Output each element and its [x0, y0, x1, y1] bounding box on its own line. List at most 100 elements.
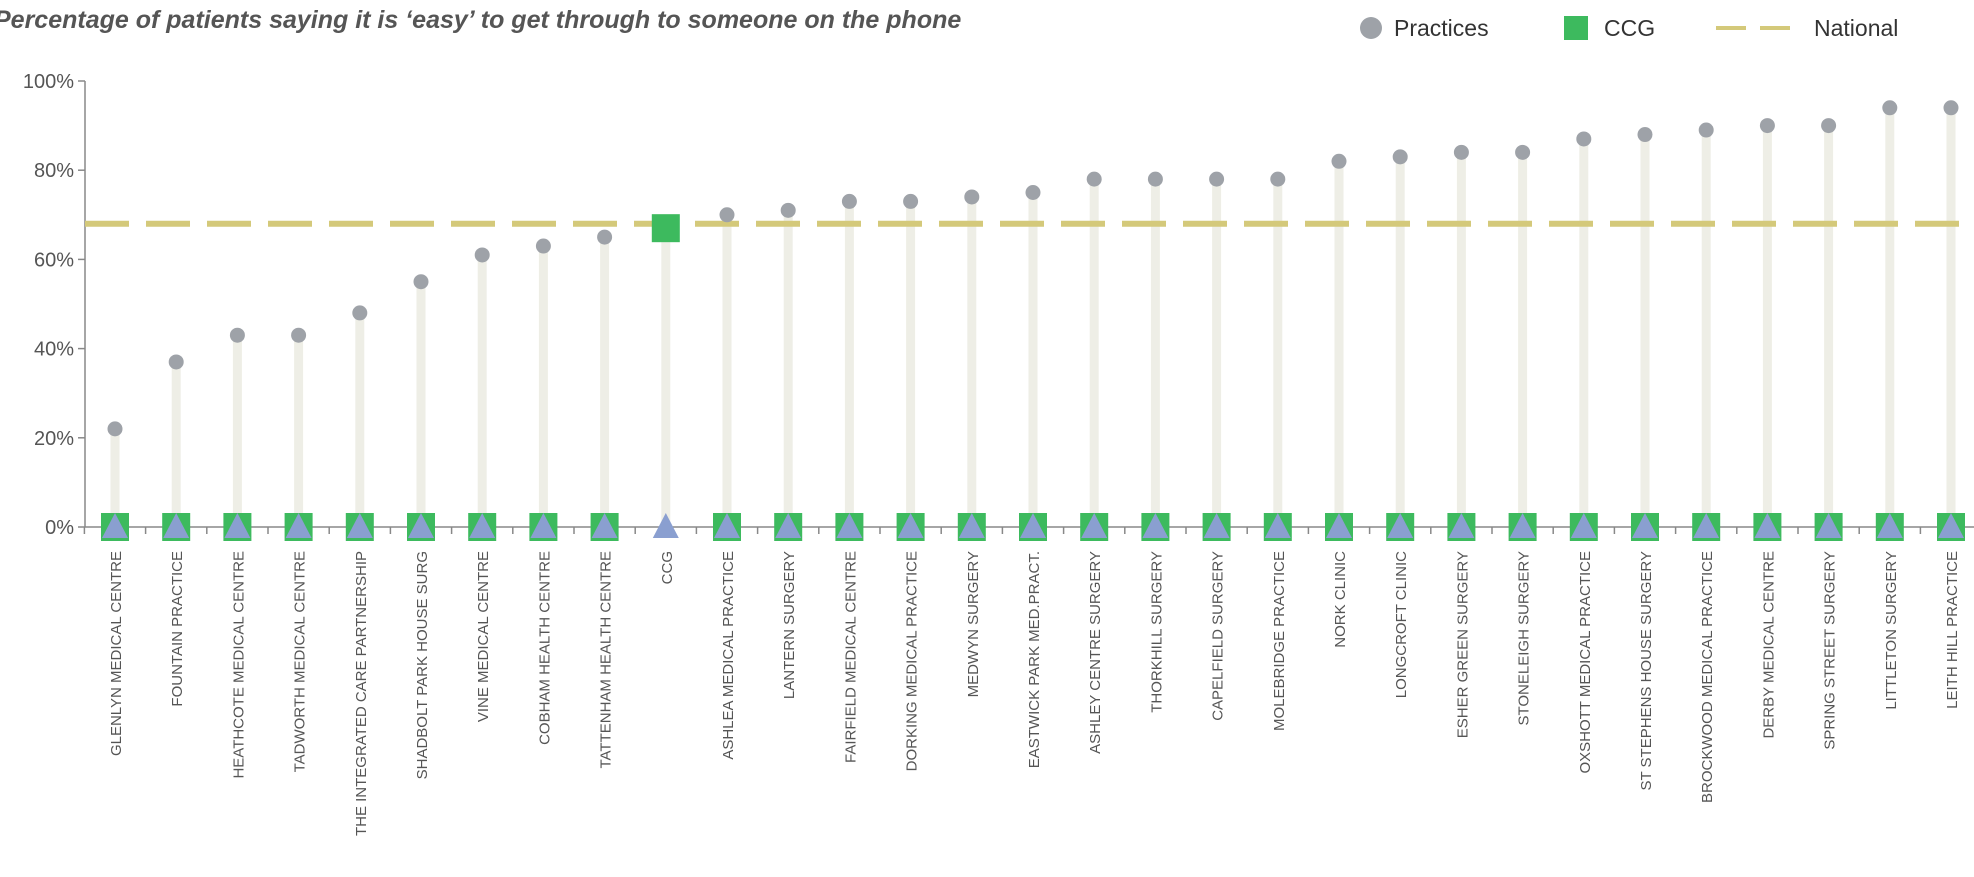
x-category-label: THE INTEGRATED CARE PARTNERSHIP [353, 551, 370, 836]
x-category-label: VINE MEDICAL CENTRE [475, 551, 492, 722]
baseline-triangle-marker [102, 513, 128, 538]
x-category-label: HEATHCOTE MEDICAL CENTRE [230, 551, 247, 779]
practice-point [1270, 171, 1286, 187]
x-category-label: TADWORTH MEDICAL CENTRE [292, 551, 309, 772]
y-tick-label: 40% [34, 339, 74, 361]
x-category-label: DORKING MEDICAL PRACTICE [904, 551, 921, 771]
practice-point [903, 193, 919, 209]
practice-point [780, 202, 796, 218]
x-category-label: ESHER GREEN SURGERY [1454, 551, 1471, 738]
legend-label-practices: Practices [1394, 14, 1489, 41]
practice-point [1821, 118, 1837, 134]
baseline-triangle-marker [1264, 513, 1291, 538]
x-category-label: TATTENHAM HEALTH CENTRE [598, 551, 615, 769]
x-category-label: ST STEPHENS HOUSE SURGERY [1638, 551, 1655, 791]
baseline-triangle-marker [1387, 513, 1414, 538]
practice-point [413, 274, 429, 290]
baseline-triangle-marker [897, 513, 924, 538]
practice-point [1943, 100, 1959, 116]
baseline-triangle-marker [469, 513, 496, 538]
practice-point [1759, 118, 1775, 134]
practice-point [229, 327, 245, 343]
dashed-line-icon [1716, 26, 1790, 30]
legend-item-ccg: CCG [1564, 10, 1655, 46]
x-category-label: CAPELFIELD SURGERY [1210, 551, 1227, 721]
x-category-label: THORKHILL SURGERY [1148, 551, 1165, 713]
x-category-label: MEDWYN SURGERY [965, 551, 982, 697]
practice-point [719, 207, 735, 223]
baseline-triangle-marker [163, 513, 190, 538]
baseline-triangle-marker [530, 513, 557, 538]
x-category-label: FAIRFIELD MEDICAL CENTRE [842, 551, 859, 763]
practice-point [1392, 149, 1408, 165]
square-marker-icon [1564, 16, 1588, 40]
practice-point [1515, 144, 1531, 160]
practice-point [841, 193, 857, 209]
practice-point [1209, 171, 1225, 187]
baseline-triangle-marker [775, 513, 802, 538]
x-category-label: LANTERN SURGERY [781, 551, 798, 699]
baseline-triangle-marker [1570, 513, 1597, 538]
baseline-triangle-marker [714, 513, 740, 538]
x-category-label: OXSHOTT MEDICAL PRACTICE [1577, 551, 1594, 774]
y-tick-label: 60% [34, 249, 74, 271]
legend-label-national: National [1814, 14, 1899, 41]
practice-point [291, 327, 307, 343]
practice-point [1453, 144, 1469, 160]
baseline-triangle-marker [346, 513, 373, 538]
practice-point [107, 421, 123, 437]
practice-point [535, 238, 551, 254]
x-category-label: GLENLYN MEDICAL CENTRE [108, 551, 125, 756]
x-category-label: NORK CLINIC [1332, 551, 1349, 648]
baseline-triangle-marker [1509, 513, 1536, 538]
y-tick-label: 0% [45, 517, 74, 539]
baseline-triangle-marker [836, 513, 863, 538]
chart-title: Percentage of patients saying it is ‘eas… [0, 6, 962, 34]
baseline-triangle-marker [1876, 513, 1903, 538]
practice-point [352, 305, 368, 321]
practice-point [964, 189, 980, 205]
x-category-label: LITTLETON SURGERY [1883, 551, 1900, 710]
x-category-label: ASHLEA MEDICAL PRACTICE [720, 551, 737, 760]
legend-item-national: National [1716, 10, 1898, 46]
legend-item-practices: Practices [1360, 10, 1489, 46]
y-tick-label: 80% [34, 160, 74, 182]
baseline-triangle-marker [1142, 513, 1169, 538]
practice-point [1882, 100, 1898, 116]
practice-point [1147, 171, 1163, 187]
x-category-label: SHADBOLT PARK HOUSE SURG [414, 551, 431, 779]
baseline-triangle-marker [652, 513, 679, 538]
practice-point [1698, 122, 1714, 138]
legend-label-ccg: CCG [1604, 14, 1656, 41]
x-category-label: LONGCROFT CLINIC [1393, 551, 1410, 698]
x-category-label: COBHAM HEALTH CENTRE [536, 551, 553, 745]
practice-point [168, 354, 184, 370]
baseline-triangle-marker [1938, 513, 1964, 538]
baseline-triangle-marker [1203, 513, 1230, 538]
x-category-label: LEITH HILL PRACTICE [1944, 551, 1961, 709]
baseline-triangle-marker [1632, 513, 1658, 538]
x-category-label: CCG [659, 551, 676, 584]
x-category-label: SPRING STREET SURGERY [1822, 551, 1839, 750]
practice-point [597, 229, 613, 245]
baseline-triangle-marker [1693, 513, 1720, 538]
baseline-triangle-marker [224, 513, 251, 538]
baseline-triangle-marker [1754, 513, 1781, 538]
x-category-label: STONELEIGH SURGERY [1516, 551, 1533, 726]
baseline-triangle-marker [958, 513, 985, 538]
baseline-triangle-marker [408, 513, 434, 538]
practice-point [1331, 153, 1347, 169]
x-category-label: BROCKWOOD MEDICAL PRACTICE [1699, 551, 1716, 803]
y-tick-label: 20% [34, 428, 74, 450]
y-tick-label: 100% [23, 71, 74, 93]
baseline-triangle-marker [1020, 513, 1046, 538]
ccg-point [651, 214, 680, 243]
baseline-triangle-marker [285, 513, 312, 538]
practice-point [1576, 131, 1592, 147]
practice-point [1086, 171, 1102, 187]
x-category-label: MOLEBRIDGE PRACTICE [1271, 551, 1288, 731]
practice-point [474, 247, 490, 263]
baseline-triangle-marker [1448, 513, 1475, 538]
baseline-triangle-marker [591, 513, 618, 538]
